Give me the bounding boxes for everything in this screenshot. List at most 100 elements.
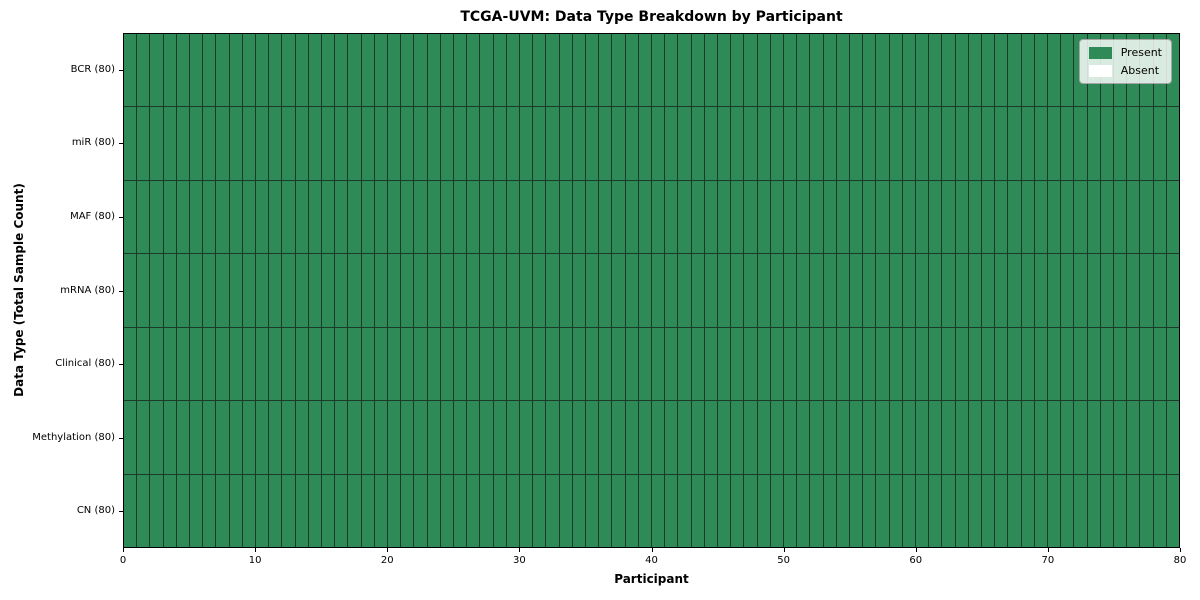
heatmap-cell <box>823 474 836 547</box>
heatmap-cell <box>480 34 493 107</box>
heatmap-cell <box>282 180 295 254</box>
heatmap-cell <box>1140 107 1153 180</box>
heatmap-cell <box>480 401 493 474</box>
heatmap-cell <box>308 401 321 474</box>
heatmap-cell <box>374 327 387 401</box>
x-tick-label: 50 <box>777 555 790 566</box>
heatmap-cell <box>731 180 744 254</box>
heatmap-cell <box>374 474 387 547</box>
heatmap-cell <box>506 107 519 180</box>
heatmap-cell <box>942 254 955 327</box>
heatmap-cell <box>691 254 704 327</box>
heatmap-cell <box>797 180 810 254</box>
x-tick-mark <box>651 548 653 552</box>
heatmap-cell <box>1074 107 1087 180</box>
heatmap-cell <box>704 34 717 107</box>
heatmap-cell <box>625 327 638 401</box>
heatmap-cell <box>902 34 915 107</box>
heatmap-cell <box>585 107 599 180</box>
heatmap-cell <box>744 254 757 327</box>
heatmap-cell <box>678 180 691 254</box>
heatmap-cell <box>414 34 427 107</box>
heatmap-cell <box>242 107 255 180</box>
heatmap-cell <box>150 34 163 107</box>
heatmap-cell <box>757 254 770 327</box>
heatmap-cell <box>387 474 401 547</box>
heatmap-cell <box>1061 107 1074 180</box>
heatmap-cell <box>955 327 968 401</box>
x-tick-mark <box>915 548 917 552</box>
heatmap-cell <box>770 327 783 401</box>
heatmap-cell <box>849 107 863 180</box>
heatmap-cell <box>387 34 401 107</box>
heatmap-cell <box>744 34 757 107</box>
heatmap-cell <box>519 107 533 180</box>
heatmap-cell <box>242 34 255 107</box>
heatmap-cell <box>546 254 559 327</box>
heatmap-cell <box>1166 474 1179 547</box>
heatmap-cell <box>150 107 163 180</box>
heatmap-cell <box>1047 401 1061 474</box>
y-tick-label: mRNA (80) <box>60 284 115 296</box>
heatmap-cell <box>519 180 533 254</box>
heatmap-cell <box>797 254 810 327</box>
heatmap-cell <box>493 180 506 254</box>
heatmap-cell <box>269 34 282 107</box>
heatmap-cell <box>295 474 308 547</box>
heatmap-cell <box>612 401 625 474</box>
heatmap-cell <box>401 401 414 474</box>
heatmap-cell <box>282 327 295 401</box>
heatmap-cell <box>321 327 335 401</box>
heatmap-cell <box>348 107 361 180</box>
plot-area: Present Absent <box>123 33 1180 548</box>
heatmap-cell <box>1087 474 1100 547</box>
heatmap-cell <box>506 254 519 327</box>
heatmap-cell <box>929 327 942 401</box>
x-tick-label: 80 <box>1173 555 1187 566</box>
heatmap-cell <box>480 254 493 327</box>
heatmap-cell <box>572 474 585 547</box>
heatmap-cell <box>823 180 836 254</box>
legend-label-present: Present <box>1120 46 1162 59</box>
heatmap-cell <box>929 474 942 547</box>
heatmap-cell <box>1034 327 1047 401</box>
heatmap-cell <box>414 401 427 474</box>
heatmap-cell <box>995 254 1008 327</box>
heatmap-cell <box>453 180 467 254</box>
heatmap-cell <box>783 180 797 254</box>
heatmap-cell <box>506 34 519 107</box>
x-tick-label: 0 <box>119 555 127 566</box>
heatmap-cell <box>401 327 414 401</box>
legend-entry-present: Present <box>1088 46 1162 59</box>
x-tick-mark <box>387 548 389 552</box>
heatmap-cell <box>744 180 757 254</box>
heatmap-cell <box>335 474 348 547</box>
heatmap-cell <box>915 327 929 401</box>
legend: Present Absent <box>1078 39 1172 84</box>
heatmap-cell <box>1008 254 1021 327</box>
heatmap-cell <box>929 180 942 254</box>
heatmap-cell <box>1140 254 1153 327</box>
heatmap-cell <box>665 107 678 180</box>
heatmap-cell <box>836 401 849 474</box>
heatmap-cell <box>242 401 255 474</box>
heatmap-cell <box>216 401 229 474</box>
heatmap-cell <box>678 254 691 327</box>
heatmap-cell <box>189 107 203 180</box>
heatmap-cell <box>374 180 387 254</box>
heatmap-cell <box>915 180 929 254</box>
heatmap-cell <box>915 401 929 474</box>
heatmap-cell <box>691 327 704 401</box>
heatmap-cell <box>929 254 942 327</box>
heatmap-cell <box>1153 327 1166 401</box>
heatmap-cell <box>427 180 440 254</box>
heatmap-cell <box>533 180 546 254</box>
heatmap-cell <box>823 401 836 474</box>
heatmap-cell <box>783 401 797 474</box>
heatmap-cell <box>691 401 704 474</box>
heatmap-cell <box>427 401 440 474</box>
x-tick-label: 10 <box>248 555 262 566</box>
heatmap-cell <box>229 180 242 254</box>
chart-title: TCGA-UVM: Data Type Breakdown by Partici… <box>460 9 843 25</box>
heatmap-cell <box>427 107 440 180</box>
